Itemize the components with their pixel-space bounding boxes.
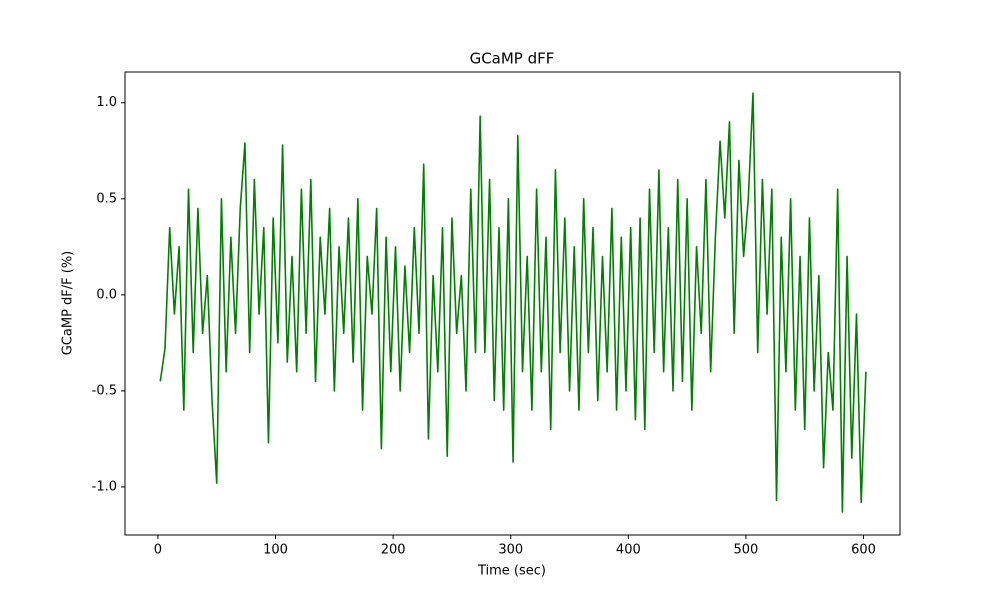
x-axis-label: Time (sec) (477, 564, 546, 579)
y-axis-label: GCaMP dF/F (%) (61, 251, 76, 356)
x-tick-label: 300 (498, 543, 523, 558)
x-tick-label: 400 (616, 543, 641, 558)
x-tick-label: 500 (734, 543, 759, 558)
y-tick-label: -1.0 (92, 479, 117, 494)
x-tick-label: 200 (381, 543, 406, 558)
x-tick-label: 0 (154, 543, 162, 558)
x-tick-label: 600 (851, 543, 876, 558)
y-tick-label: 0.5 (96, 191, 117, 206)
y-tick-label: 0.0 (96, 287, 117, 302)
chart-title: GCaMP dFF (470, 50, 555, 68)
data-line (159, 92, 867, 513)
y-tick-label: -0.5 (92, 383, 117, 398)
plot-frame (124, 71, 901, 536)
y-tick-label: 1.0 (96, 95, 117, 110)
x-tick-label: 100 (263, 543, 288, 558)
